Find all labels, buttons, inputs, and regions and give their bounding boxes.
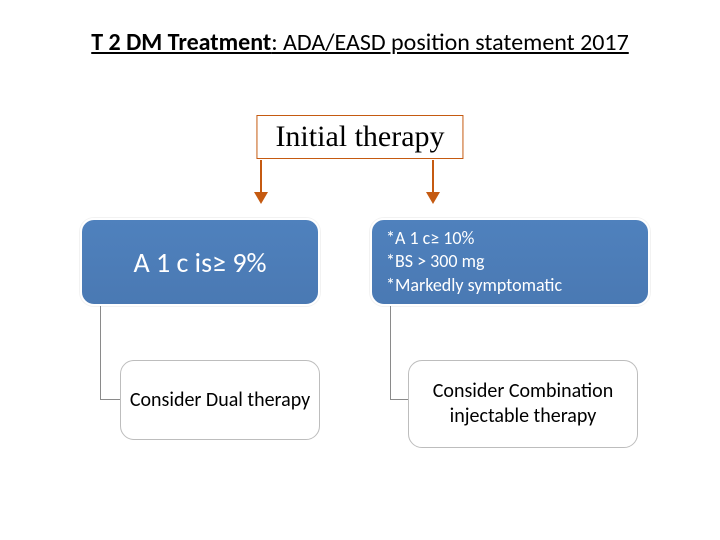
title-bold: T 2 DM Treatment	[91, 28, 271, 57]
result-left-text: Consider Dual therapy	[130, 388, 310, 413]
criteria-box-left: A 1 c is≥ 9%	[80, 218, 320, 306]
arrow-down-icon	[432, 160, 434, 202]
criteria-left-text: A 1 c is≥ 9%	[133, 245, 266, 280]
criteria-right-line1: *A 1 c≥ 10%	[386, 227, 634, 250]
criteria-right-line3: *Markedly symptomatic	[386, 274, 634, 297]
criteria-box-right: *A 1 c≥ 10% *BS > 300 mg *Markedly sympt…	[370, 218, 650, 306]
header-label: Initial therapy	[275, 120, 444, 153]
result-box-left: Consider Dual therapy	[120, 360, 320, 440]
initial-therapy-header: Initial therapy	[256, 115, 463, 159]
connector-left	[100, 306, 120, 400]
result-right-text: Consider Combination injectable therapy	[417, 379, 629, 429]
criteria-right-line2: *BS > 300 mg	[386, 250, 634, 273]
slide-title: T 2 DM Treatment: ADA/EASD position stat…	[0, 28, 720, 57]
arrow-down-icon	[260, 160, 262, 202]
connector-right	[390, 306, 408, 400]
result-box-right: Consider Combination injectable therapy	[408, 360, 638, 448]
title-rest: : ADA/EASD position statement 2017	[271, 28, 629, 57]
